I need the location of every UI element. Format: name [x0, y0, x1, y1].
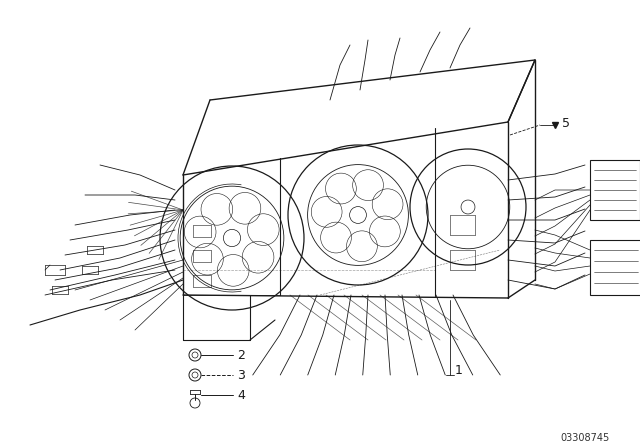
FancyBboxPatch shape [590, 160, 640, 220]
FancyBboxPatch shape [590, 240, 640, 295]
Text: 5: 5 [562, 116, 570, 129]
Text: 3: 3 [237, 369, 245, 382]
Text: 03308745: 03308745 [561, 433, 610, 443]
Text: 2: 2 [237, 349, 245, 362]
Text: 4: 4 [237, 388, 245, 401]
Text: 1: 1 [455, 363, 463, 376]
